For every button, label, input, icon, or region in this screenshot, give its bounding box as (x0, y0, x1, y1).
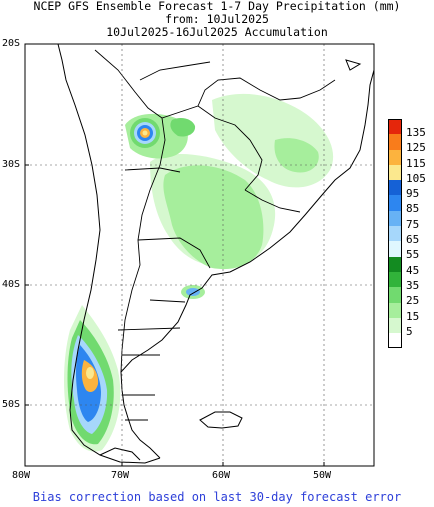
legend-row: 35 (388, 271, 432, 291)
legend-swatch (388, 180, 402, 196)
legend-swatch (388, 210, 402, 227)
legend-swatch (388, 302, 402, 318)
legend-label: 135 (406, 126, 426, 139)
legend-swatch (388, 241, 402, 257)
lat-label-30s: 30S (2, 159, 21, 170)
legend-row: 15 (388, 302, 432, 322)
legend-row: 45 (388, 256, 432, 276)
legend-swatch (388, 256, 402, 272)
legend-swatch (388, 317, 402, 334)
legend-swatch (388, 271, 402, 288)
precipitation-legend: 135 125 115 105 95 85 75 65 55 45 35 25 15 5 (388, 119, 432, 349)
map-frame (24, 43, 375, 467)
lat-label-20s: 20S (2, 38, 21, 49)
legend-row: 105 (388, 164, 432, 184)
legend-row (388, 333, 432, 349)
legend-row: 95 (388, 180, 432, 199)
legend-row: 85 (388, 195, 432, 214)
legend-label: 35 (406, 278, 420, 292)
legend-label: 95 (406, 187, 420, 201)
legend-row: 125 (388, 134, 432, 153)
map-title: NCEP GFS Ensemble Forecast 1-7 Day Preci… (33, 0, 401, 13)
legend-swatch (388, 226, 402, 242)
legend-label: 125 (406, 141, 426, 155)
legend-row: 25 (388, 287, 432, 306)
land-outlines (57, 44, 374, 464)
legend-label: 5 (406, 324, 413, 338)
legend-label: 65 (406, 233, 420, 247)
legend-swatch (388, 119, 402, 135)
legend-row: 115 (388, 149, 432, 169)
precipitation-shading (64, 93, 334, 452)
legend-row: 55 (388, 241, 432, 260)
legend-label: 105 (406, 171, 426, 185)
legend-label: 75 (406, 217, 420, 231)
lat-label-40s: 40S (2, 279, 21, 290)
legend-swatch (388, 195, 402, 211)
legend-row: 75 (388, 210, 432, 230)
legend-swatch (388, 333, 402, 349)
lon-label-70w: 70W (111, 470, 130, 481)
legend-label: 25 (406, 294, 420, 308)
lon-label-80w: 80W (12, 470, 31, 481)
legend-swatch (388, 164, 402, 181)
legend-row: 65 (388, 226, 432, 245)
tick-marks (25, 43, 325, 466)
bias-correction-note: Bias correction based on last 30-day for… (32, 490, 402, 504)
legend-swatch (388, 134, 402, 150)
legend-label: 85 (406, 202, 420, 216)
lat-label-50s: 50S (2, 399, 21, 410)
legend-label: 55 (406, 248, 420, 262)
forecast-start-date: from: 10Jul2025 (165, 12, 269, 26)
legend-swatch (388, 149, 402, 165)
legend-label: 115 (406, 156, 426, 170)
political-boundaries (94, 49, 336, 421)
accumulation-period: 10Jul2025-16Jul2025 Accumulation (106, 25, 328, 39)
legend-row: 135 (388, 119, 432, 138)
lon-label-60w: 60W (212, 470, 231, 481)
legend-swatch (388, 287, 402, 303)
legend-row: 5 (388, 317, 432, 337)
legend-label: 15 (406, 309, 420, 323)
lon-label-50w: 50W (313, 470, 332, 481)
graticule (25, 44, 374, 466)
legend-label: 45 (406, 263, 420, 277)
